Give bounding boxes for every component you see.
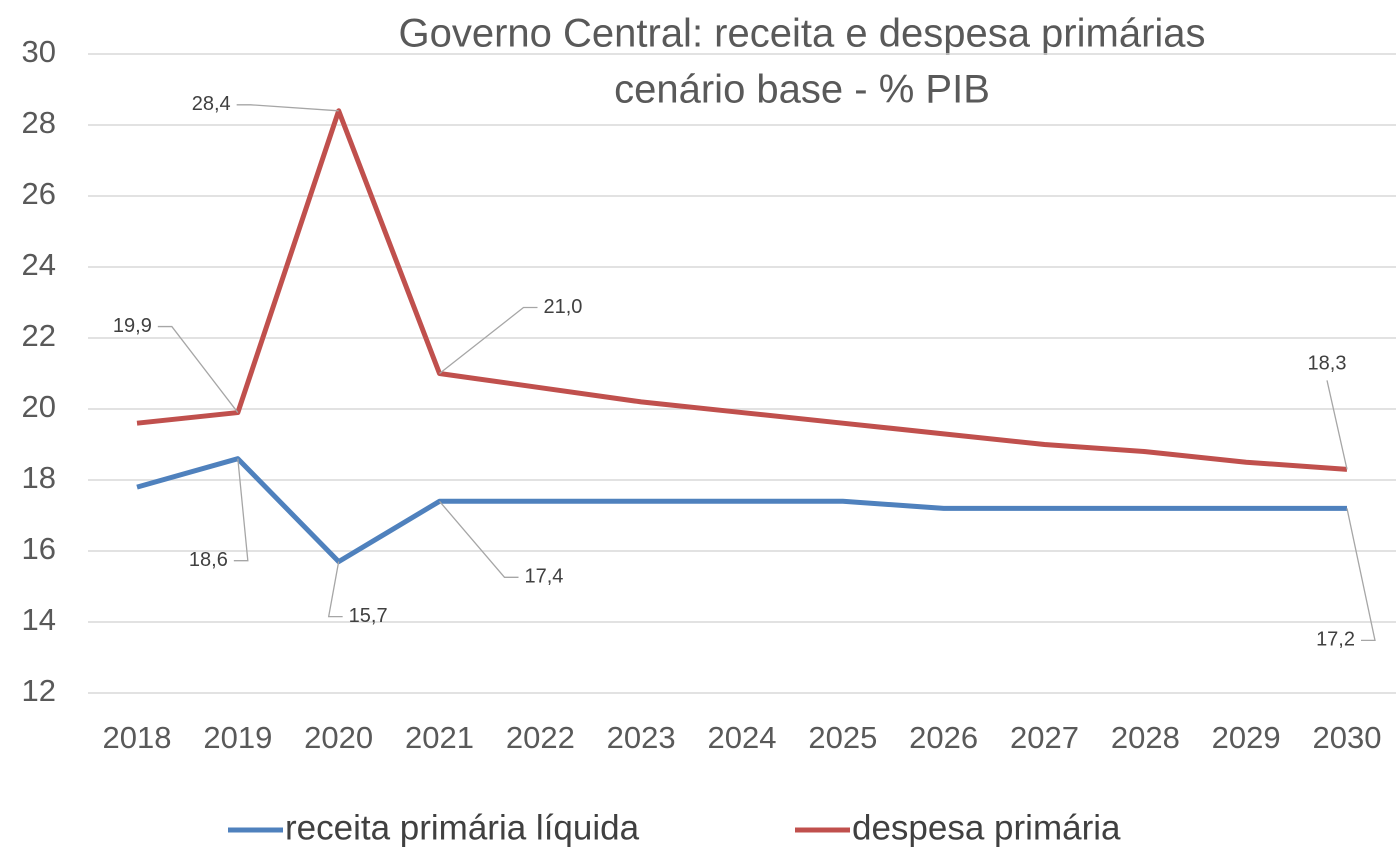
x-tick-label: 2029 — [1212, 720, 1281, 755]
x-tick-label: 2023 — [607, 720, 676, 755]
data-label: 18,3 — [1308, 353, 1347, 375]
leader-line — [327, 561, 343, 618]
x-tick-label: 2030 — [1313, 720, 1382, 755]
leader-line — [233, 458, 249, 562]
x-tick-label: 2019 — [203, 720, 272, 755]
chart-subtitle: cenário base - % PIB — [614, 68, 990, 112]
y-tick-label: 14 — [22, 602, 56, 637]
leader-line — [1346, 508, 1376, 642]
leader-line — [157, 325, 239, 413]
x-tick-label: 2021 — [405, 720, 474, 755]
leader-line — [439, 500, 519, 578]
legend-label: receita primária líquida — [285, 808, 640, 847]
x-tick-label: 2025 — [808, 720, 877, 755]
x-tick-label: 2026 — [909, 720, 978, 755]
data-label: 19,9 — [113, 315, 152, 337]
y-tick-label: 12 — [22, 673, 56, 708]
x-tick-label: 2020 — [304, 720, 373, 755]
y-tick-label: 26 — [22, 176, 56, 211]
data-label: 28,4 — [192, 93, 231, 115]
data-label: 18,6 — [189, 549, 228, 571]
y-tick-label: 24 — [22, 247, 56, 282]
y-tick-label: 16 — [22, 531, 56, 566]
x-tick-label: 2022 — [506, 720, 575, 755]
y-tick-label: 22 — [22, 318, 56, 353]
data-label: 21,0 — [544, 296, 583, 318]
y-tick-label: 28 — [22, 105, 56, 140]
data-label: 15,7 — [349, 605, 388, 627]
y-tick-label: 30 — [22, 34, 56, 69]
data-label: 17,2 — [1316, 629, 1355, 651]
chart-title: Governo Central: receita e despesa primá… — [398, 12, 1205, 56]
series-line — [136, 108, 1348, 472]
y-tick-label: 20 — [22, 389, 56, 424]
legend-label: despesa primária — [852, 808, 1121, 847]
leader-line — [1326, 380, 1348, 470]
y-tick-label: 18 — [22, 460, 56, 495]
x-tick-label: 2024 — [708, 720, 777, 755]
x-tick-label: 2018 — [103, 720, 172, 755]
data-label: 17,4 — [525, 566, 564, 588]
x-tick-label: 2028 — [1111, 720, 1180, 755]
series-line — [136, 456, 1347, 565]
x-tick-label: 2027 — [1010, 720, 1079, 755]
leader-line — [439, 306, 538, 375]
leader-line — [236, 104, 339, 112]
